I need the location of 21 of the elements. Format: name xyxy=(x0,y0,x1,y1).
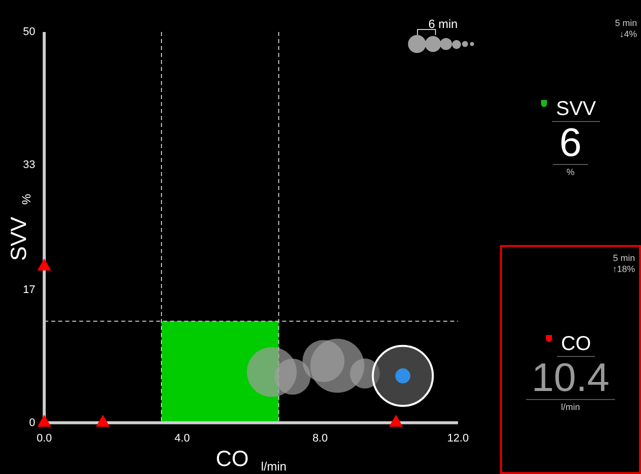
text: l/min xyxy=(560,402,581,412)
x-tick-label: 0.0 xyxy=(36,432,52,444)
y-tick-label: 50 xyxy=(22,26,36,38)
text: 5 min xyxy=(614,18,637,28)
text: SVV xyxy=(552,98,600,122)
text: 6 min xyxy=(428,17,458,31)
y-tick-label: 33 xyxy=(22,158,36,171)
x-axis-title: CO l/min xyxy=(216,446,287,474)
y-axis-title: SVV % xyxy=(6,194,34,261)
text: % xyxy=(565,167,576,177)
text: 5 min xyxy=(612,253,635,263)
x-tick-label: 4.0 xyxy=(174,432,190,444)
x-tick-label: 8.0 xyxy=(312,432,328,444)
text: ↓4% xyxy=(619,29,637,39)
text: CO xyxy=(557,333,595,357)
text: 6 xyxy=(553,121,588,165)
y-tick-label: 17 xyxy=(22,284,36,296)
text: 10.4 xyxy=(526,356,616,400)
text: ↑18% xyxy=(612,264,635,274)
x-tick-label: 12.0 xyxy=(447,432,469,444)
y-tick-label: 0 xyxy=(29,416,36,429)
